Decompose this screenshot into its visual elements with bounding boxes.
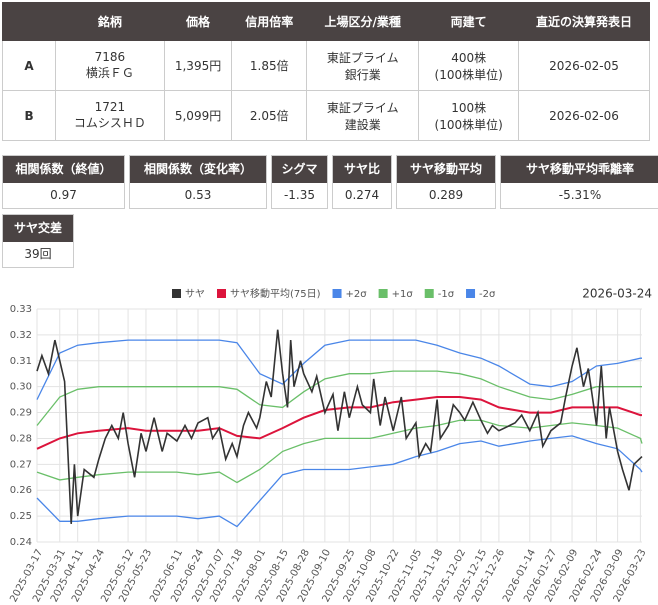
stat-box: サヤ比 0.274 xyxy=(332,155,392,209)
stat-value: 0.53 xyxy=(184,188,212,202)
legend-label: +2σ xyxy=(346,289,368,300)
pair-table: 銘柄 価格 信用倍率 上場区分/業種 両建て 直近の決算発表日 A 7186 横浜ＦＧ 1,395… xyxy=(1,2,650,141)
legend-swatch xyxy=(172,289,181,298)
chart-date: 2026-03-24 xyxy=(582,287,652,301)
cell: 2.05倍 xyxy=(231,90,308,141)
legend-swatch xyxy=(217,289,226,298)
stat-label: サヤ移動平均 xyxy=(397,156,495,183)
series-line xyxy=(36,396,642,450)
cell: 東証プライム 建設業 xyxy=(306,90,420,141)
cell: A xyxy=(1,40,57,91)
legend-swatch xyxy=(424,289,434,298)
y-tick-label: 0.31 xyxy=(10,356,32,367)
series-line xyxy=(36,329,643,524)
cell: 1.85倍 xyxy=(231,40,308,91)
cell-line: 400株 xyxy=(451,50,487,65)
stat-value: 39回 xyxy=(24,247,52,261)
stat-box: サヤ交差 39回 xyxy=(2,214,74,268)
legend-label: サヤ xyxy=(185,288,205,300)
y-tick-label: 0.26 xyxy=(10,485,32,496)
stat-value: 0.97 xyxy=(50,188,77,202)
y-tick-label: 0.25 xyxy=(10,511,32,522)
stat-label: サヤ比 xyxy=(333,156,391,183)
header-cell: 両建て xyxy=(418,2,520,41)
stat-value: 0.274 xyxy=(344,188,380,202)
stat-box: 相関係数（変化率） 0.53 xyxy=(129,155,267,209)
y-tick-label: 0.30 xyxy=(10,382,32,393)
cell: 7186 横浜ＦＧ xyxy=(55,40,165,91)
cell-line: コムシスＨＤ xyxy=(73,116,146,130)
cell: 1,395円 xyxy=(163,40,233,91)
legend-swatch xyxy=(332,289,342,298)
cell: 東証プライム 銀行業 xyxy=(306,40,420,91)
series-line xyxy=(36,435,643,528)
y-tick-label: 0.28 xyxy=(10,433,32,444)
header-cell: 価格 xyxy=(163,2,233,41)
header-cell: 信用倍率 xyxy=(231,2,308,41)
cell-line: 100株 xyxy=(451,100,487,115)
stat-label: シグマ xyxy=(272,156,327,183)
stat-box: 相関係数（終値） 0.97 xyxy=(2,155,125,209)
table-row: A 7186 横浜ＦＧ 1,395円 1.85倍 東証プライム 銀行業 400株 (100株単位… xyxy=(1,40,650,91)
stat-box: サヤ移動平均乖離率 -5.31% xyxy=(500,155,658,209)
legend-label: -2σ xyxy=(479,289,496,300)
stat-box: サヤ移動平均 0.289 xyxy=(396,155,496,209)
cell: 400株 (100株単位) xyxy=(418,40,520,91)
cell-line: 横浜ＦＧ xyxy=(85,66,134,80)
stat-box: シグマ -1.35 xyxy=(271,155,328,209)
y-tick-label: 0.29 xyxy=(10,408,32,419)
header-row: 銘柄 価格 信用倍率 上場区分/業種 両建て 直近の決算発表日 xyxy=(1,2,650,41)
stats-row: サヤ交差 39回 xyxy=(2,214,74,268)
header-cell: 銘柄 xyxy=(55,2,165,41)
header-cell: 上場区分/業種 xyxy=(306,2,420,41)
cell: B xyxy=(1,90,57,141)
series-line xyxy=(36,370,642,426)
stat-label: サヤ移動平均乖離率 xyxy=(501,156,658,183)
cell: 2026-02-06 xyxy=(518,90,650,141)
table-row: B 1721 コムシスＨＤ 5,099円 2.05倍 東証プライム 建設業 100株 (100株… xyxy=(1,90,650,141)
series-line xyxy=(36,339,642,400)
cell-line: 東証プライム xyxy=(326,100,399,115)
y-tick-label: 0.32 xyxy=(10,330,32,341)
cell-line: 東証プライム xyxy=(326,50,399,65)
cell-line: 建設業 xyxy=(344,117,381,132)
chart: 2026-03-24 0.24 0.25 0.26 0.27 0.28 0.29 0.30 0.… xyxy=(8,287,652,605)
stat-value: -5.31% xyxy=(558,188,602,202)
stat-label: サヤ交差 xyxy=(3,215,73,242)
stat-value: -1.35 xyxy=(283,188,316,202)
y-tick-label: 0.24 xyxy=(10,537,32,548)
legend-label: サヤ移動平均(75日) xyxy=(230,287,321,300)
header-cell xyxy=(1,2,57,41)
cell-line: (100株単位) xyxy=(434,67,503,82)
y-tick-label: 0.27 xyxy=(10,459,32,470)
legend-label: +1σ xyxy=(392,289,414,300)
cell-line: 7186 xyxy=(94,50,126,64)
cell: 1721 コムシスＨＤ xyxy=(55,90,165,141)
cell: 100株 (100株単位) xyxy=(418,90,520,141)
cell-line: 銀行業 xyxy=(344,67,381,82)
stats-row: 相関係数（終値） 0.97 相関係数（変化率） 0.53 シグマ -1.35 サヤ比 0.27… xyxy=(2,155,658,209)
y-tick-label: 0.33 xyxy=(10,304,32,315)
header-cell: 直近の決算発表日 xyxy=(518,2,650,41)
stat-label: 相関係数（変化率） xyxy=(130,156,266,183)
stat-value: 0.289 xyxy=(428,188,464,202)
cell: 5,099円 xyxy=(163,90,233,141)
legend-swatch xyxy=(466,289,476,298)
legend-label: -1σ xyxy=(438,289,455,300)
cell-line: 1721 xyxy=(94,100,126,114)
stat-label: 相関係数（終値） xyxy=(3,156,124,183)
cell: 2026-02-05 xyxy=(518,40,650,91)
cell-line: (100株単位) xyxy=(434,117,503,132)
legend-swatch xyxy=(378,289,388,298)
